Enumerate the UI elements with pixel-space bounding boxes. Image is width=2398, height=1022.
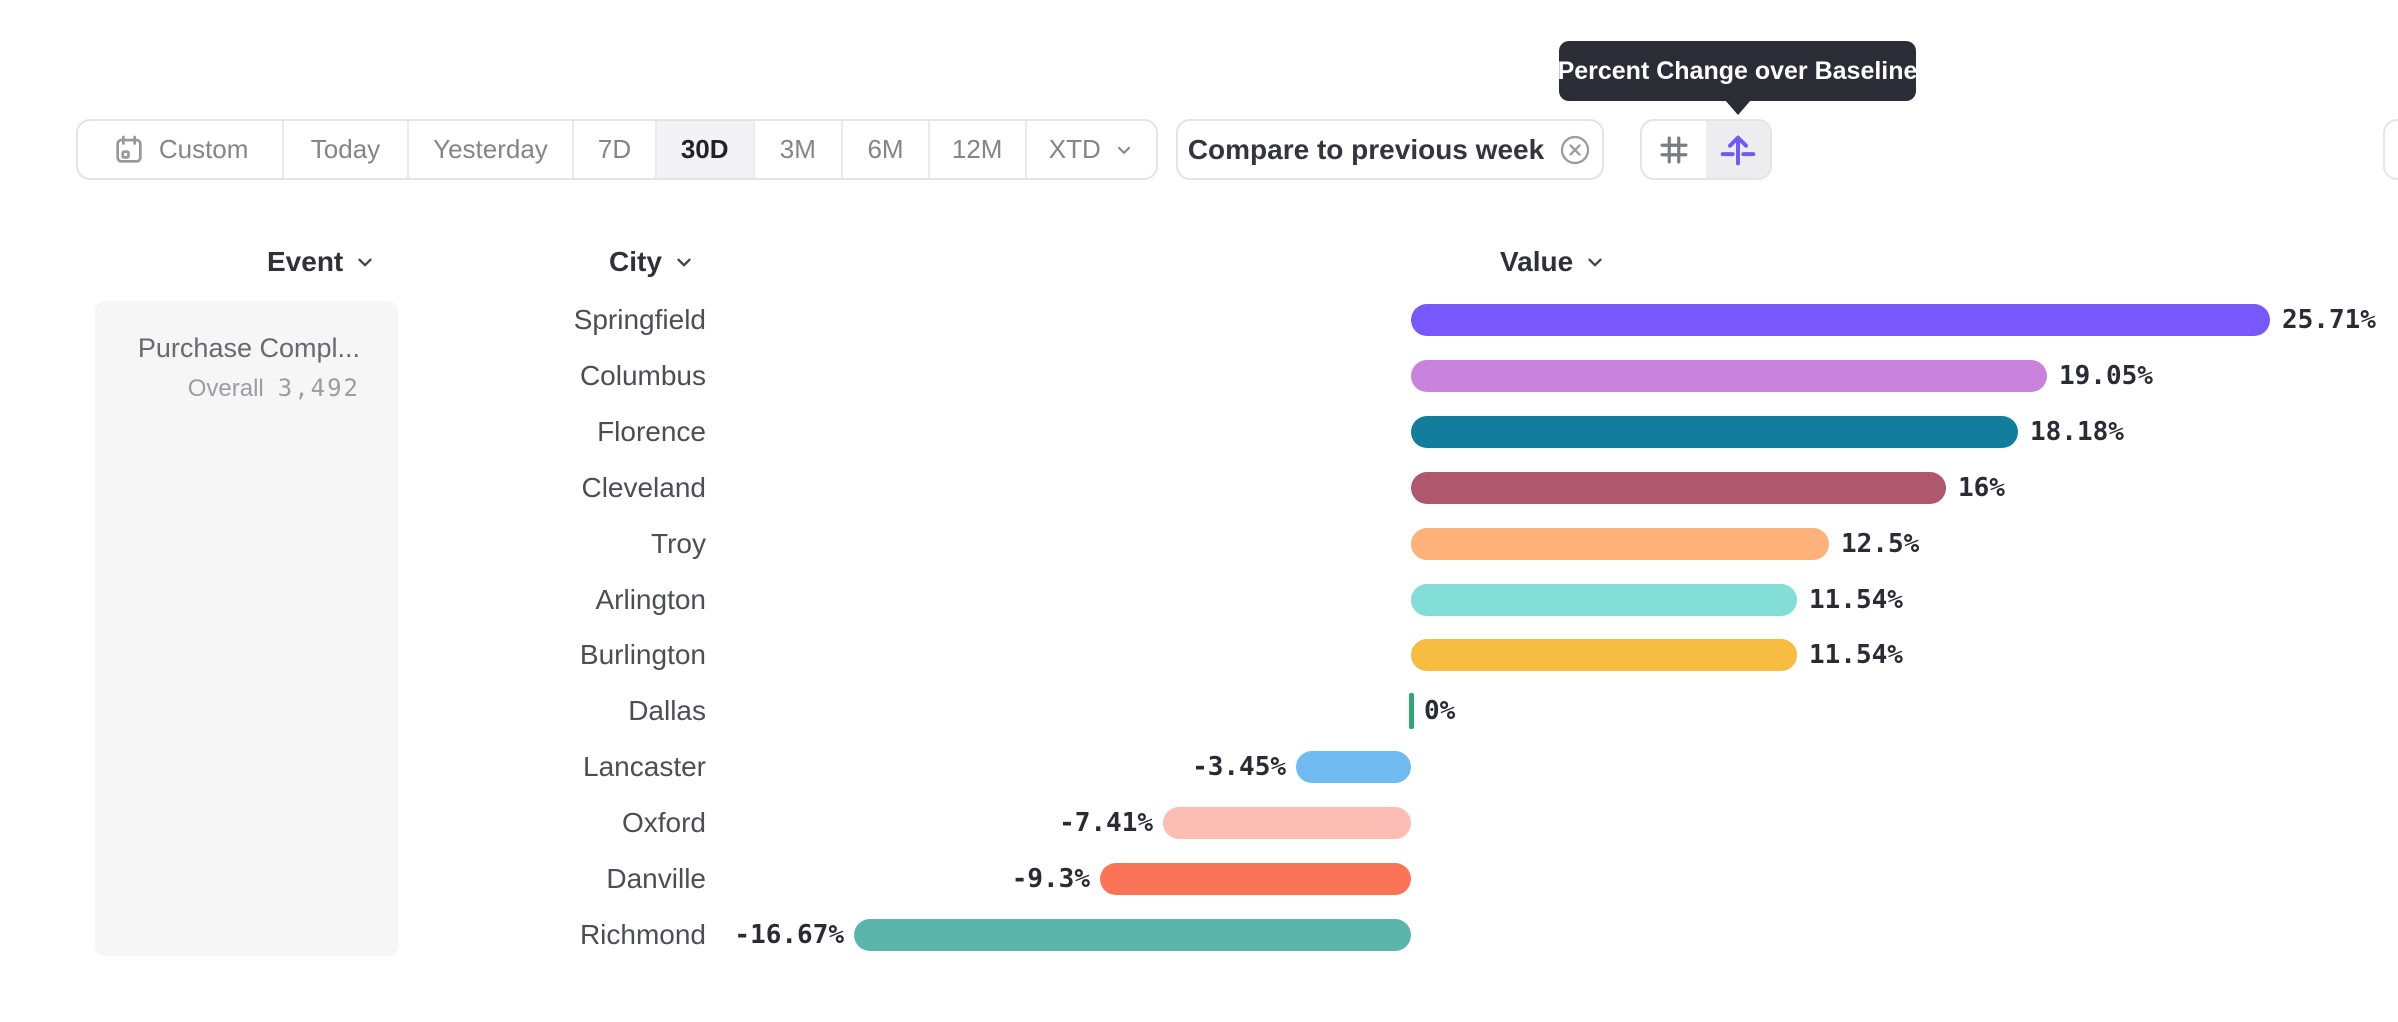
event-card-purchase-completed[interactable]: Purchase Compl... Overall 3,492 — [95, 301, 398, 956]
chevron-down-icon — [677, 258, 691, 267]
bar-springfield[interactable] — [1411, 304, 2270, 336]
city-label-springfield: Springfield — [573, 304, 706, 335]
date-range-30d[interactable]: 30D — [656, 121, 755, 178]
bar-danville[interactable] — [1100, 863, 1411, 895]
city-label-oxford: Oxford — [621, 807, 706, 838]
value-label-burlington: 11.54% — [1809, 640, 1903, 670]
calendar-icon — [116, 135, 142, 163]
date-range-today[interactable]: Today — [284, 121, 409, 178]
bar-burlington[interactable] — [1411, 639, 1797, 671]
date-range-xtd[interactable]: XTD — [1027, 121, 1157, 178]
date-range-custom[interactable]: Custom — [78, 121, 285, 178]
date-range-3m[interactable]: 3M — [755, 121, 844, 178]
date-range-toolbar: Custom Today Yesterday 7D 30D 3M 6M 12M XTD — [76, 119, 1158, 180]
bar-dallas[interactable] — [1409, 693, 1414, 729]
close-circle-icon[interactable] — [1558, 133, 1592, 167]
city-label-burlington: Burlington — [579, 639, 706, 670]
date-range-12m[interactable]: 12M — [930, 121, 1027, 178]
baseline-arrow-view-button[interactable] — [1706, 121, 1770, 178]
chevron-down-icon — [1117, 146, 1130, 154]
chevron-down-icon — [358, 258, 372, 267]
column-header-event[interactable]: Event — [267, 246, 376, 278]
compare-button-label: Compare to previous week — [1187, 133, 1545, 165]
column-header-value[interactable]: Value — [1500, 246, 1606, 278]
bar-cleveland[interactable] — [1411, 472, 1946, 504]
city-label-florence: Florence — [597, 416, 706, 447]
value-label-richmond: -16.67% — [734, 920, 844, 950]
bar-florence[interactable] — [1411, 416, 2018, 448]
city-label-lancaster: Lancaster — [583, 751, 706, 782]
city-label-danville: Danville — [606, 863, 706, 894]
date-range-label: 12M — [951, 134, 1003, 164]
bar-richmond[interactable] — [854, 919, 1411, 951]
chart-view-toggle — [1640, 119, 1772, 180]
date-range-label: Yesterday — [433, 134, 548, 164]
city-label-troy: Troy — [651, 528, 706, 559]
column-header-city[interactable]: City — [609, 246, 695, 278]
date-range-label: 7D — [597, 134, 632, 164]
bar-arlington[interactable] — [1411, 584, 1797, 616]
column-header-city-label: City — [609, 246, 662, 277]
value-label-troy: 12.5% — [1841, 529, 1920, 559]
column-header-value-label: Value — [1500, 246, 1574, 277]
hash-icon — [1660, 136, 1688, 163]
city-label-columbus: Columbus — [579, 360, 706, 391]
value-label-danville: -9.3% — [1011, 864, 1090, 894]
tooltip-caret — [1725, 100, 1751, 115]
baseline-arrow-icon — [1720, 135, 1756, 165]
city-label-cleveland: Cleveland — [581, 472, 706, 503]
date-range-6m[interactable]: 6M — [843, 121, 930, 178]
compare-to-previous-week-button[interactable]: Compare to previous week — [1176, 119, 1604, 180]
date-range-label: 3M — [779, 134, 816, 164]
value-label-columbus: 19.05% — [2059, 361, 2153, 391]
column-header-event-label: Event — [267, 246, 344, 277]
date-range-label: Today — [310, 134, 381, 164]
value-label-lancaster: -3.45% — [1192, 752, 1286, 782]
city-label-dallas: Dallas — [628, 695, 706, 726]
bar-troy[interactable] — [1411, 528, 1829, 560]
city-label-richmond: Richmond — [579, 919, 706, 950]
value-label-arlington: 11.54% — [1809, 585, 1903, 615]
bar-columbus[interactable] — [1411, 360, 2047, 392]
city-label-arlington: Arlington — [595, 584, 706, 615]
event-card-overall-row: Overall 3,492 — [95, 374, 360, 403]
value-label-dallas: 0% — [1424, 696, 1456, 726]
hash-view-button[interactable] — [1642, 121, 1706, 178]
value-label-florence: 18.18% — [2030, 417, 2124, 447]
bar-lancaster[interactable] — [1296, 751, 1411, 783]
date-range-label: XTD — [1048, 134, 1101, 164]
value-label-cleveland: 16% — [1958, 473, 2005, 503]
value-label-springfield: 25.71% — [2282, 305, 2376, 335]
chevron-down-icon — [1588, 258, 1602, 267]
event-card-title: Purchase Compl... — [137, 333, 360, 363]
date-range-label: Custom — [158, 134, 249, 164]
tooltip-text: Percent Change over Baseline — [1557, 56, 1918, 85]
event-card-overall-label: Overall — [187, 375, 264, 402]
date-range-label: 6M — [867, 134, 904, 164]
event-card-overall-value: 3,492 — [277, 374, 360, 402]
date-range-label: 30D — [680, 134, 729, 164]
edge-partial-button[interactable] — [2383, 119, 2398, 180]
date-range-7d[interactable]: 7D — [574, 121, 657, 178]
value-label-oxford: -7.41% — [1059, 808, 1153, 838]
bar-oxford[interactable] — [1163, 807, 1411, 839]
tooltip-percent-change-over-baseline: Percent Change over Baseline — [1557, 41, 1918, 115]
date-range-yesterday[interactable]: Yesterday — [409, 121, 575, 178]
